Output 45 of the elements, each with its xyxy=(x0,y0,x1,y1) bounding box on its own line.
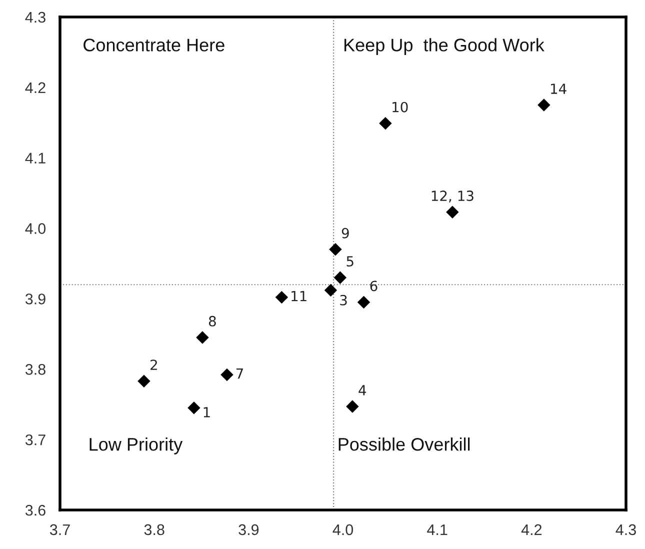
annotation: 2 xyxy=(150,360,157,370)
y-tick-label: 3.6 xyxy=(25,504,46,516)
point xyxy=(196,331,209,344)
annotation: 14 xyxy=(551,84,566,94)
point xyxy=(346,400,359,413)
annotation: Keep Up the Good Work xyxy=(344,38,544,55)
annotation: 4 xyxy=(358,385,366,396)
annotation: 1 xyxy=(204,407,210,418)
point xyxy=(324,284,338,297)
point xyxy=(538,98,550,112)
point xyxy=(357,296,370,309)
point xyxy=(188,402,200,414)
y-tick-label: 4.0 xyxy=(25,223,46,234)
annotation: Possible Overkill xyxy=(338,437,470,451)
y-tick-label: 4.3 xyxy=(25,12,46,23)
y-tick-label: 3.9 xyxy=(25,294,46,304)
point xyxy=(138,374,150,388)
annotation: 7 xyxy=(236,368,243,379)
x-tick-label: 4.0 xyxy=(332,524,354,536)
annotation: 8 xyxy=(208,316,216,326)
point xyxy=(379,116,392,130)
point xyxy=(446,206,459,218)
x-tick-label: 4.2 xyxy=(521,524,542,535)
annotation: 6 xyxy=(370,280,378,292)
annotation: 11 xyxy=(292,291,306,302)
annotation: 12, 13 xyxy=(432,190,474,202)
annotation: Concentrate Here xyxy=(84,38,224,52)
y-tick-label: 3.8 xyxy=(25,364,46,375)
x-tick-label: 4.1 xyxy=(427,524,448,535)
x-tick-label: 4.3 xyxy=(616,524,636,536)
y-tick-label: 3.7 xyxy=(25,434,46,446)
annotation: Low Priority xyxy=(90,437,183,454)
y-tick-label: 4.2 xyxy=(25,82,46,93)
annotation: 10 xyxy=(392,102,408,112)
point xyxy=(334,271,347,284)
y-tick-label: 4.1 xyxy=(25,152,46,164)
point xyxy=(275,290,288,304)
point xyxy=(329,243,342,256)
x-tick-label: 3.7 xyxy=(50,524,70,536)
point xyxy=(220,368,234,382)
x-tick-label: 3.9 xyxy=(238,524,259,536)
annotation: 9 xyxy=(342,228,349,238)
x-tick-label: 3.8 xyxy=(144,524,164,536)
annotation: 3 xyxy=(340,294,347,306)
annotation: 5 xyxy=(346,256,354,267)
